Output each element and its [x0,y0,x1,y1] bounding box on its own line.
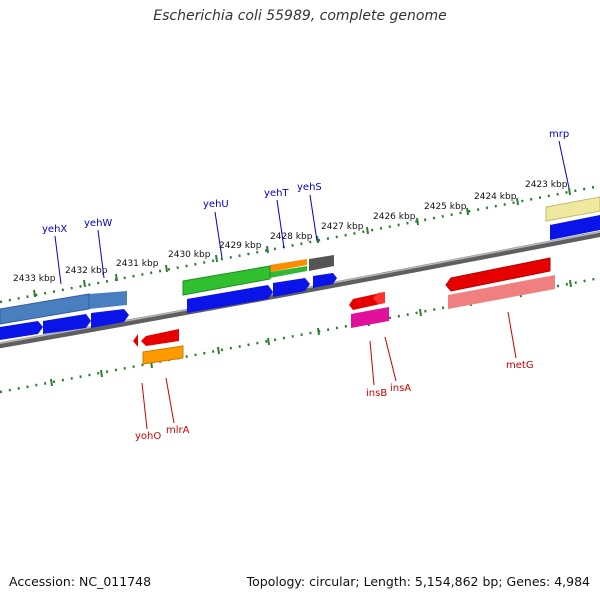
gene-mrp-cds[interactable] [550,215,600,240]
ruler-label: 2432 kbp [65,266,108,276]
ruler-tick [215,254,218,263]
ruler-label: 2433 kbp [13,274,56,284]
ruler-tick [165,264,168,273]
leader-yehU [214,211,223,259]
gene-yehX-cds-left[interactable] [0,321,43,340]
ruler-tick [100,369,103,378]
gene-metG-feature[interactable] [448,275,555,309]
gene-label-yehT[interactable]: yehT [264,188,289,199]
ruler-tick [266,245,269,254]
gene-label-yehX[interactable]: yehX [42,224,67,235]
leader-mrp [558,140,570,189]
forward-gene-labels: mrp yehS yehT yehU yehW yehX [42,129,569,235]
gene-yehT-feature-lower[interactable] [270,266,307,278]
gene-label-yehS[interactable]: yehS [297,182,322,193]
forward-genes [0,196,600,340]
ruler-tick [115,273,118,282]
gene-yehX-cds[interactable] [43,314,91,334]
outer-ruler-ticks [33,187,571,298]
ruler-tick [33,289,36,298]
ruler-label: 2428 kbp [270,232,313,242]
leader-yehT [276,199,285,249]
reverse-genes [133,257,555,365]
ruler-tick [267,337,270,346]
reverse-gene-labels: metG insA insB mlrA yohO [135,360,534,442]
ruler-label: 2423 kbp [525,180,568,190]
gene-label-mrp[interactable]: mrp [549,129,569,140]
gene-yehW-cds[interactable] [91,309,129,328]
gene-label-yehU[interactable]: yehU [203,199,229,210]
leader-yehX [54,235,62,285]
gene-yehW-feature[interactable] [89,291,127,309]
gene-yehT-feature[interactable] [270,259,307,272]
gene-insAB-feature[interactable] [351,307,389,328]
gene-yohO-cds[interactable] [133,334,138,347]
ruler-tick [316,235,319,244]
ruler-label: 2424 kbp [474,192,517,202]
gene-label-mlrA[interactable]: mlrA [166,425,190,436]
ruler-tick [416,217,419,226]
gene-label-yehW[interactable]: yehW [84,218,112,229]
gene-label-insA[interactable]: insA [390,383,411,394]
ruler-label: 2425 kbp [424,202,467,212]
gene-mlrA-cds[interactable] [141,329,179,346]
ruler-tick [569,279,572,288]
gene-yehU-cds[interactable] [187,285,273,313]
leader-yehS [309,194,318,242]
ruler-label: 2431 kbp [116,259,159,269]
leader-metG [507,311,517,359]
ruler-tick [466,207,469,216]
reverse-leaders [141,311,517,430]
leader-yehW [97,229,105,279]
forward-leaders [54,140,570,285]
leader-mlrA [165,377,175,424]
gene-yehS-feature[interactable] [309,255,334,271]
ruler-tick [50,378,53,387]
ruler-tick [366,226,369,235]
ruler-tick [516,197,519,206]
genome-title: Escherichia coli 55989, complete genome [153,8,447,24]
ruler-tick [217,346,220,355]
gene-insA-cds[interactable] [373,292,385,304]
ruler-tick [83,279,86,288]
leader-insB [369,340,375,386]
ruler-label: 2429 kbp [219,241,262,251]
gene-yehU-feature[interactable] [182,265,271,296]
ruler-tick [568,187,571,196]
ruler-label: 2430 kbp [168,250,211,260]
leader-insA [384,336,397,382]
gene-label-metG[interactable]: metG [506,360,534,371]
gene-mrp-feature[interactable] [545,196,600,222]
ruler-label: 2427 kbp [321,222,364,232]
gene-metG-cds[interactable] [445,257,551,292]
ruler-labels: 2423 kbp 2424 kbp 2425 kbp 2426 kbp 2427… [13,180,568,284]
ruler-tick [419,308,422,317]
gene-label-yohO[interactable]: yohO [135,431,161,442]
genome-summary-text: Topology: circular; Length: 5,154,862 bp… [246,574,590,589]
ruler-tick [317,327,320,336]
accession-text: Accession: NC_011748 [9,574,152,589]
gene-yehS-cds[interactable] [313,273,337,288]
gene-yehT-cds[interactable] [273,278,310,297]
gene-mlrA-feature[interactable] [142,345,184,365]
gene-yehX-feature[interactable] [0,293,90,325]
gene-label-insB[interactable]: insB [366,388,387,399]
ruler-label: 2426 kbp [373,212,416,222]
leader-yohO [141,382,148,430]
